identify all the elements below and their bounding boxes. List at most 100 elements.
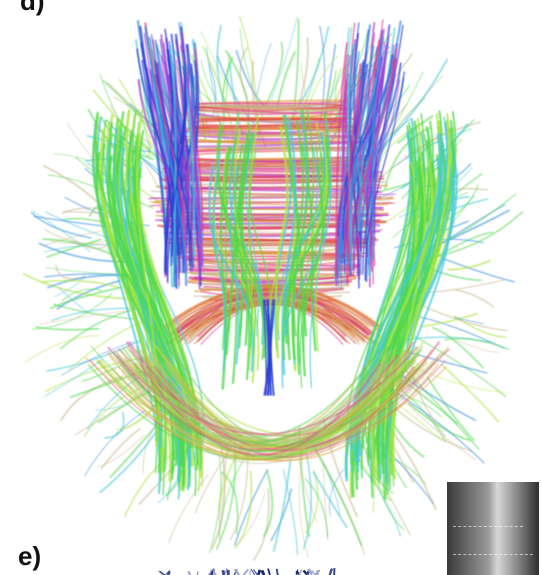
fiber-strand	[441, 257, 515, 283]
fiber-strand	[187, 134, 357, 138]
fiber-strand	[335, 20, 402, 280]
fiber-strand	[382, 160, 423, 501]
fiber-strand	[270, 488, 293, 542]
fiber-strand	[253, 569, 258, 575]
fiber-strand	[200, 31, 251, 131]
panel-label-d: d)	[20, 0, 45, 16]
fiber-strand	[263, 41, 284, 109]
fiber-strand	[302, 453, 312, 550]
fiber-strand	[307, 568, 313, 575]
fiber-strand	[195, 272, 349, 281]
fiber-strand	[187, 570, 192, 575]
fiber-strand	[272, 460, 292, 553]
fiber-strand	[146, 74, 175, 252]
fiber-strand	[168, 473, 209, 543]
fiber-strand	[99, 420, 164, 494]
fiber-strand	[313, 447, 363, 547]
fiber-strand	[157, 570, 164, 575]
fiber-strand	[56, 279, 121, 310]
fiber-strand	[298, 449, 309, 558]
fiber-strand	[226, 568, 228, 575]
fiber-strand	[222, 151, 264, 361]
fiber-strand	[235, 491, 266, 547]
fiber-strand	[162, 362, 419, 454]
fiber-strand	[391, 161, 426, 474]
fiber-strand	[212, 152, 226, 372]
fiber-strand	[447, 193, 517, 241]
fiber-strand	[454, 317, 485, 325]
fiber-strand	[260, 569, 266, 575]
fiber-strand	[166, 570, 171, 575]
fiber-strand	[426, 376, 476, 442]
fiber-strand	[161, 297, 383, 339]
fiber-strand	[263, 299, 276, 396]
fiber-strand	[136, 109, 159, 447]
fiber-strand	[262, 469, 274, 538]
fiber-strand	[144, 26, 188, 287]
fiber-strand	[68, 318, 150, 371]
fiber-strand	[32, 210, 91, 253]
fiber-strand	[256, 43, 272, 96]
panel-e-fiber-preview	[157, 568, 336, 575]
fiber-strand	[45, 231, 101, 246]
fiber-strand	[232, 111, 253, 349]
fiber-strand	[315, 569, 320, 575]
fiber-strand	[233, 568, 241, 575]
fiber-strand	[281, 137, 331, 361]
fiber-strand	[203, 104, 341, 112]
fiber-strand	[55, 265, 87, 280]
fiber-strand	[231, 132, 249, 385]
fiber-strand	[196, 295, 348, 337]
fiber-strand	[167, 341, 403, 444]
fiber-strand	[46, 338, 144, 372]
fiber-strand	[126, 364, 400, 448]
fiber-strand	[211, 448, 226, 550]
fiber-strand	[70, 241, 108, 250]
fiber-strand	[113, 350, 406, 437]
fiber-strand	[234, 469, 269, 546]
fiber-strand	[186, 127, 358, 132]
fiber-strand	[104, 411, 125, 439]
fiber-strand	[152, 341, 424, 435]
fiber-strand	[245, 131, 260, 337]
fiber-strand	[159, 570, 166, 575]
fiber-strand	[440, 363, 500, 423]
fiber-strand	[45, 267, 117, 275]
fiber-strand	[248, 132, 272, 352]
fiber-strand	[46, 238, 102, 258]
fiber-strand	[122, 347, 389, 444]
fiber-strand	[190, 265, 354, 275]
fiber-strand	[59, 308, 135, 350]
fiber-strand	[252, 487, 270, 561]
fiber-strand	[196, 571, 199, 575]
fiber-strand	[54, 273, 85, 297]
fiber-strand	[346, 63, 362, 255]
fiber-strand	[208, 62, 217, 118]
fiber-strand	[302, 165, 324, 377]
fiber-strand	[444, 337, 510, 351]
fiber-strand	[432, 326, 484, 369]
fiber-strand	[395, 408, 473, 453]
fiber-strand	[371, 48, 381, 262]
fiber-strand	[166, 50, 187, 283]
fiber-strand	[30, 211, 92, 239]
fiber-strand	[24, 335, 99, 363]
fiber-strand	[407, 402, 472, 442]
fiber-strand	[49, 286, 123, 309]
fiber-strand	[154, 59, 193, 272]
fiber-strand	[221, 569, 226, 575]
fiber-strand	[53, 303, 134, 320]
fiber-strand	[250, 568, 256, 575]
fiber-strand	[181, 135, 363, 145]
fiber-strand	[92, 89, 163, 162]
fiber-strand	[335, 19, 384, 255]
fiber-strand	[282, 469, 299, 556]
fiber-strand	[215, 123, 269, 378]
fiber-bundles	[22, 15, 523, 561]
fiber-strand	[168, 43, 177, 288]
fiber-strand	[239, 46, 249, 100]
fiber-strand	[339, 51, 360, 277]
fiber-strand	[267, 568, 271, 575]
fiber-strand	[298, 569, 303, 575]
fiber-strand	[419, 312, 479, 328]
